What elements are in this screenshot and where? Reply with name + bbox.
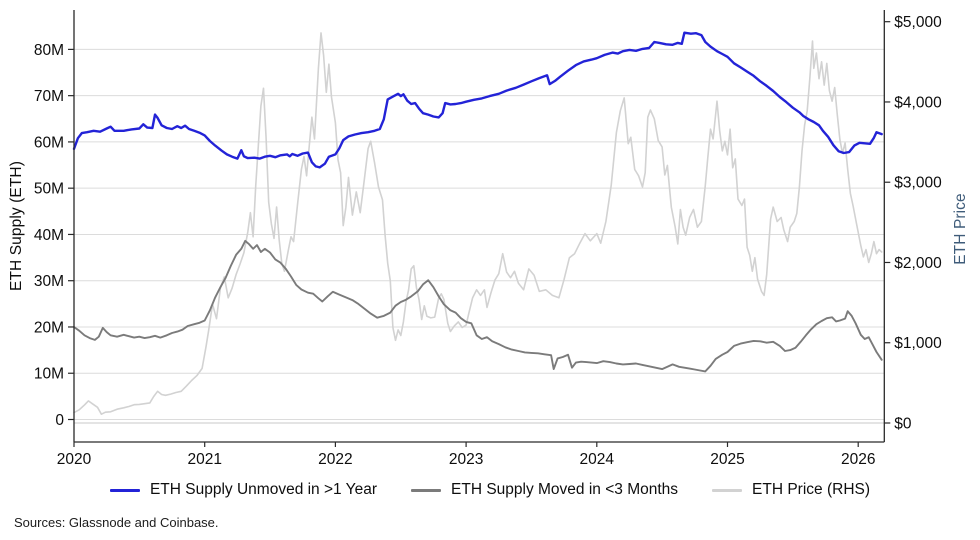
legend-swatch-unmoved-supply <box>109 488 140 492</box>
right-tick-label: $5,000 <box>894 14 942 31</box>
right-tick-label: $0 <box>894 416 912 433</box>
series-line-0 <box>72 31 883 169</box>
left-tick-label: 30M <box>34 273 64 290</box>
right-tick-label: $2,000 <box>894 255 942 272</box>
right-axis-title: ETH Price <box>952 193 969 265</box>
left-tick-label: 80M <box>34 42 64 59</box>
legend-swatch-moved-supply <box>411 488 442 492</box>
legend-swatch-eth-price <box>712 488 743 492</box>
x-tick-label: 2022 <box>318 451 352 468</box>
legend-item-unmoved-supply: ETH Supply Unmoved in >1 Year <box>109 481 378 499</box>
x-tick-label: 2023 <box>449 451 483 468</box>
left-tick-label: 0 <box>55 412 64 429</box>
left-tick-label: 50M <box>34 181 64 198</box>
legend-label: ETH Supply Unmoved in >1 Year <box>149 481 378 498</box>
series-line-1 <box>73 239 883 373</box>
legend-label: ETH Price (RHS) <box>752 481 871 498</box>
x-tick-label: 2021 <box>187 451 221 468</box>
chart-legend: ETH Supply Unmoved in >1 Year ETH Supply… <box>0 481 980 499</box>
left-axis-title: ETH Supply (ETH) <box>8 161 25 291</box>
left-tick-label: 60M <box>34 134 64 151</box>
legend-item-moved-supply: ETH Supply Moved in <3 Months <box>411 481 678 499</box>
right-tick-label: $3,000 <box>894 175 942 192</box>
left-tick-label: 40M <box>34 227 64 244</box>
chart-canvas: 0 10M 20M 30M 40M 50M 60M 70M 80M $0 $1,000 $2,000 $… <box>34 10 942 468</box>
series-line-2 <box>73 32 883 416</box>
x-tick-label: 2020 <box>57 451 92 468</box>
legend-label: ETH Supply Moved in <3 Months <box>451 481 679 498</box>
left-tick-label: 10M <box>34 366 64 383</box>
right-tick-label: $4,000 <box>894 94 942 111</box>
source-note: Sources: Glassnode and Coinbase. <box>14 515 219 530</box>
x-tick-label: 2025 <box>710 451 744 468</box>
legend-item-eth-price: ETH Price (RHS) <box>712 481 870 499</box>
right-tick-label: $1,000 <box>894 335 942 352</box>
left-tick-label: 20M <box>34 319 64 336</box>
left-tick-label: 70M <box>34 88 64 105</box>
x-tick-label: 2024 <box>580 451 615 468</box>
x-tick-label: 2026 <box>841 451 875 468</box>
